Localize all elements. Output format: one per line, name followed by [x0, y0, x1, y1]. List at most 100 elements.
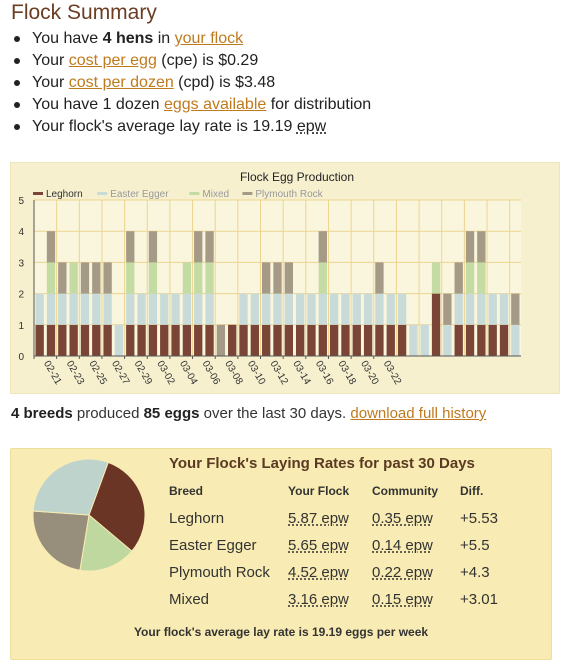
x-tick-label: 03-16: [313, 359, 336, 387]
egg-count: 85 eggs: [143, 405, 200, 422]
bar-segment: [511, 293, 520, 325]
x-tick-label: 02-25: [86, 359, 109, 387]
flock-rate: 3.16 epw: [288, 590, 349, 608]
community-rate: 0.14 epw: [372, 536, 433, 554]
production-summary: 4 breeds produced 85 eggs over the last …: [11, 405, 487, 422]
bar-segment: [273, 293, 282, 325]
legend-label: Leghorn: [46, 189, 83, 200]
flock-rate: 5.87 epw: [288, 509, 349, 527]
bar-segment: [239, 324, 248, 356]
bar-segment: [250, 324, 260, 356]
bar-segment: [375, 293, 384, 325]
bar-segment: [352, 324, 361, 356]
bar-segment: [80, 262, 90, 294]
download-history-link[interactable]: download full history: [350, 405, 487, 422]
bar-segment: [58, 262, 67, 294]
page-title: Flock Summary: [11, 1, 157, 24]
bar-segment: [80, 324, 90, 356]
y-tick-label: 1: [18, 321, 24, 332]
bar-segment: [194, 262, 203, 294]
your-flock-link[interactable]: your flock: [174, 30, 244, 47]
bar-segment: [488, 324, 497, 356]
bar-segment: [454, 293, 463, 325]
bar-segment: [148, 324, 158, 356]
bar-segment: [420, 324, 429, 356]
y-tick-label: 3: [18, 258, 24, 269]
pie-slice: [79, 514, 133, 572]
bar-segment: [46, 293, 56, 325]
bar-segment: [284, 262, 293, 294]
bar-segment: [205, 262, 214, 294]
bar-segment: [488, 293, 497, 325]
x-tick-label: 03-08: [222, 359, 245, 387]
summary-list: You have 4 hens in your flock Your cost …: [12, 28, 371, 138]
bar-segment: [35, 293, 44, 325]
bar-segment: [69, 324, 78, 356]
x-tick-label: 03-02: [154, 359, 177, 387]
x-tick-label: 03-18: [336, 359, 359, 387]
bar-segment: [273, 324, 282, 356]
summary-hens: You have 4 hens in your flock: [12, 28, 371, 50]
bar-segment: [454, 324, 463, 356]
legend-swatch: [33, 192, 43, 195]
bar-segment: [386, 293, 395, 325]
bar-segment: [103, 324, 112, 356]
bar-segment: [46, 262, 56, 294]
bar-segment: [80, 293, 90, 325]
bar-segment: [295, 324, 305, 356]
bar-segment: [409, 324, 418, 356]
cost-per-dozen-link[interactable]: cost per dozen: [68, 74, 174, 91]
bar-segment: [307, 324, 316, 356]
bar-segment: [103, 293, 112, 325]
bar-segment: [318, 262, 327, 294]
hen-count: 4 hens: [102, 30, 154, 47]
bar-segment: [465, 262, 475, 294]
bar-segment: [329, 293, 339, 325]
bar-segment: [182, 293, 192, 325]
pie-slice: [88, 461, 146, 552]
bar-segment: [499, 293, 509, 325]
bar-segment: [284, 293, 293, 325]
bar-segment: [465, 231, 475, 263]
breed-count: 4 breeds: [11, 405, 73, 422]
pie-slice: [32, 510, 90, 571]
bar-segment: [171, 293, 180, 325]
summary-eggs-available: You have 1 dozen eggs available for dist…: [12, 94, 371, 116]
chart-bars: [35, 231, 520, 356]
bar-segment: [465, 324, 475, 356]
bar-segment: [46, 324, 56, 356]
average-lay-rate: Your flock's average lay rate is 19.19 e…: [133, 625, 429, 639]
bar-segment: [126, 293, 135, 325]
bar-segment: [318, 231, 327, 263]
bar-segment: [477, 231, 486, 263]
cost-per-egg-link[interactable]: cost per egg: [68, 52, 157, 69]
summary-lay-rate: Your flock's average lay rate is 19.19 e…: [12, 116, 371, 138]
bar-segment: [148, 293, 158, 325]
bar-segment: [499, 324, 509, 356]
bar-segment: [194, 231, 203, 263]
header-breed: Breed: [169, 484, 204, 498]
bar-segment: [431, 293, 441, 356]
bar-segment: [295, 293, 305, 325]
bar-segment: [58, 293, 67, 325]
bar-segment: [477, 293, 486, 325]
bar-segment: [126, 231, 135, 263]
egg-production-chart-svg: Flock Egg Production Leghorn Easter Egger…: [18, 170, 521, 387]
chart-title: Flock Egg Production: [240, 170, 354, 184]
legend-swatch: [242, 192, 253, 195]
x-tick-label: 02-27: [109, 359, 132, 387]
bar-segment: [386, 324, 395, 356]
bar-segment: [182, 324, 192, 356]
bar-segment: [443, 324, 452, 356]
eggs-available-link[interactable]: eggs available: [163, 96, 267, 113]
x-tick-label: 03-14: [290, 359, 313, 387]
bar-segment: [126, 262, 135, 294]
x-tick-label: 03-10: [245, 359, 268, 387]
summary-cost-per-dozen: Your cost per dozen (cpd) is $3.48: [12, 72, 371, 94]
bar-segment: [375, 324, 384, 356]
laying-rates-panel: Your Flock's Laying Rates for past 30 Da…: [10, 448, 552, 660]
bar-segment: [160, 293, 169, 325]
bar-segment: [46, 231, 56, 263]
bar-segment: [454, 262, 463, 294]
